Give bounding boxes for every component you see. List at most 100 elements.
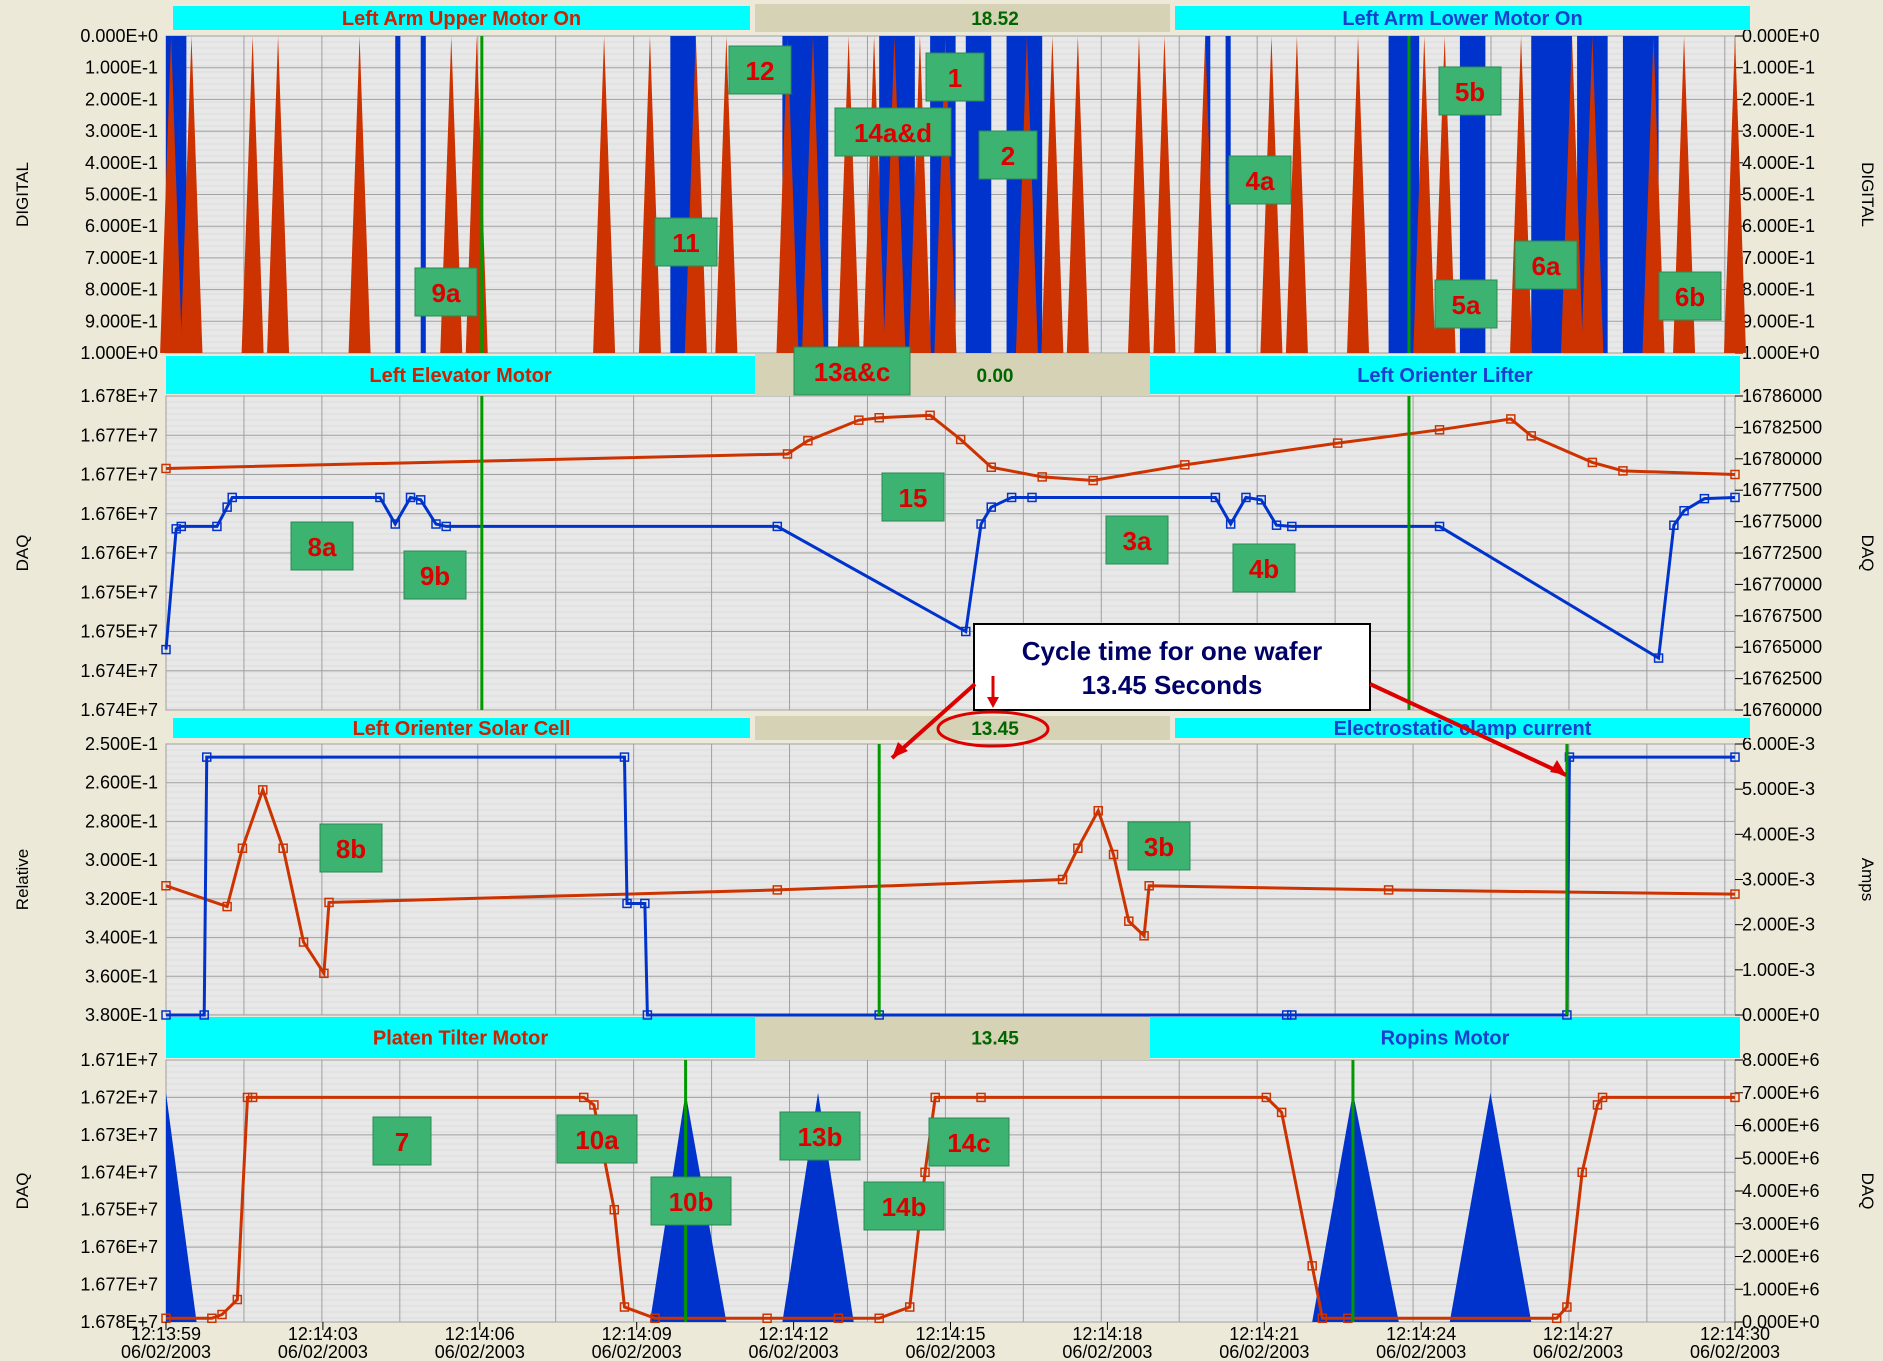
orienter-lifter-series-marker [212, 521, 222, 532]
step-label-box [834, 107, 952, 157]
orienter-lifter-series-marker [1287, 521, 1297, 532]
elevator-motor-series-marker [1506, 414, 1516, 424]
ropins-pulse [782, 1092, 854, 1322]
red-on-pulse [1194, 36, 1217, 353]
orienter-lifter-series-marker [390, 519, 400, 529]
ropins-pulse [1312, 1092, 1399, 1322]
step-label: 9b [420, 561, 450, 591]
step-label: 8a [308, 532, 337, 562]
orienter-lifter-series-marker [1241, 492, 1251, 503]
header-left-title-bar [173, 718, 750, 738]
orienter-lifter-series-marker [1699, 493, 1710, 504]
step-label: 5a [1452, 290, 1481, 320]
clamp-current-series-marker [1281, 1010, 1292, 1020]
platen-tilter-series-marker [1551, 1313, 1562, 1324]
cycle-time-line2: 13.45 Seconds [1082, 670, 1263, 700]
solar-cell-series-marker [1730, 889, 1740, 899]
right-axis-label: DAQ [1858, 1173, 1877, 1210]
step-label-box [1127, 821, 1191, 871]
clamp-current-series-marker [619, 752, 630, 762]
step-label: 15 [899, 483, 928, 513]
left-tick-label: 2.500E-1 [85, 734, 158, 754]
solar-cell-series-marker [1057, 874, 1068, 885]
platen-tilter-series-marker [650, 1313, 660, 1324]
header-center-band [755, 1015, 1150, 1060]
panel-right-title: Ropins Motor [1381, 1028, 1510, 1050]
right-tick-label: 6.000E-1 [1742, 216, 1815, 236]
left-tick-label: 1.677E+7 [80, 1275, 158, 1295]
red-on-pulse [908, 36, 931, 353]
left-tick-label: 1.677E+7 [80, 425, 158, 445]
clamp-current-series-marker [622, 898, 632, 909]
orienter-lifter-series-marker [1271, 520, 1282, 530]
platen-tilter-series-marker [619, 1302, 630, 1312]
right-tick-label: 2.000E+6 [1742, 1247, 1820, 1267]
step-label: 2 [1001, 141, 1015, 171]
left-tick-label: 3.000E-1 [85, 121, 158, 141]
orienter-lifter-series-marker [1653, 653, 1664, 663]
right-tick-label: 6.000E+6 [1742, 1116, 1820, 1136]
step-label: 10b [669, 1187, 714, 1217]
left-tick-label: 3.000E-1 [85, 850, 158, 870]
cycle-time-box [973, 623, 1371, 711]
red-on-pulse [1015, 36, 1038, 353]
panel-left-title: Left Elevator Motor [369, 365, 551, 387]
orienter-lifter-series-marker [1679, 505, 1689, 516]
left-tick-label: 2.600E-1 [85, 773, 158, 793]
orienter-lifter-series-marker [222, 502, 232, 512]
step-label-box [556, 1114, 638, 1164]
left-tick-label: 1.675E+7 [80, 582, 158, 602]
right-tick-label: 5.000E-3 [1742, 779, 1815, 799]
right-tick-label: 16765000 [1742, 637, 1822, 657]
plot-area-p3 [165, 743, 1736, 1016]
solar-cell-series [165, 785, 1736, 978]
left-tick-label: 7.000E-1 [85, 248, 158, 268]
red-on-pulse [863, 36, 886, 353]
panel-left-title: Platen Tilter Motor [373, 1028, 548, 1050]
step-label: 14a&d [854, 118, 932, 148]
red-on-pulse [1127, 36, 1150, 353]
step-label: 13b [798, 1122, 843, 1152]
right-tick-label: 2.000E-3 [1742, 915, 1815, 935]
orienter-lifter-series-marker [976, 519, 986, 529]
right-tick-label: 16772500 [1742, 543, 1822, 563]
orienter-lifter-series-marker [1006, 492, 1017, 503]
header-center-band [755, 4, 1170, 32]
cycle-arrow-left [890, 682, 977, 760]
blue-on-interval [395, 36, 401, 353]
time-tick-date: 06/02/2003 [749, 1342, 839, 1361]
red-on-pulse [1347, 36, 1370, 353]
orienter-lifter-series-marker [772, 521, 783, 532]
step-label: 4a [1246, 166, 1275, 196]
left-tick-label: 1.676E+7 [80, 504, 158, 524]
header-left-title-bar [166, 356, 755, 394]
orienter-lifter-series-marker [1210, 492, 1221, 503]
red-on-pulse [241, 36, 264, 353]
left-axis-label: DAQ [13, 1173, 32, 1210]
right-tick-label: 16760000 [1742, 700, 1822, 720]
step-label: 8b [336, 834, 366, 864]
time-tick-date: 06/02/2003 [121, 1342, 211, 1361]
elevator-motor-series-marker [986, 462, 997, 473]
platen-tilter-series-marker [920, 1167, 930, 1178]
platen-tilter-series-marker [874, 1313, 884, 1324]
left-axis-label: DAQ [13, 535, 32, 572]
clamp-current-series-marker [161, 1010, 171, 1020]
platen-tilter-series-marker [1307, 1261, 1317, 1271]
platen-tilter-series-marker [207, 1313, 217, 1324]
elevator-motor-series-marker [803, 435, 813, 446]
blue-on-interval [1225, 36, 1231, 353]
left-tick-label: 1.674E+7 [80, 661, 158, 681]
solar-cell-series-marker [324, 897, 334, 908]
time-tick-date: 06/02/2003 [278, 1342, 368, 1361]
left-tick-label: 1.673E+7 [80, 1125, 158, 1145]
right-axis-label: DAQ [1858, 535, 1877, 572]
red-on-pulse [1066, 36, 1089, 353]
platen-tilter-series-marker [247, 1092, 258, 1103]
orienter-lifter-series-marker [161, 644, 171, 655]
step-label-box [728, 45, 792, 95]
panel-center-value: 18.52 [971, 9, 1019, 30]
right-tick-label: 1.000E-1 [1742, 58, 1815, 78]
platen-tilter-series-marker [904, 1302, 915, 1312]
orienter-lifter-series-marker [176, 521, 187, 532]
